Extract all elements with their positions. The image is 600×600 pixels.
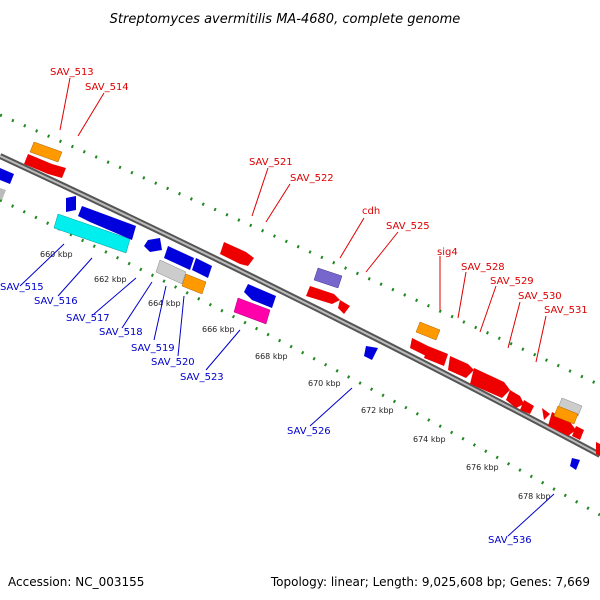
gene-feature[interactable]: [306, 286, 340, 304]
gene-feature[interactable]: [313, 267, 343, 289]
leader-lines: [19, 77, 555, 537]
reverse-gene-labels: SAV_515 SAV_516 SAV_517 SAV_518 SAV_519 …: [0, 282, 532, 546]
kbp-label: 660 kbp: [40, 250, 73, 259]
genome-summary-text: Topology: linear; Length: 9,025,608 bp; …: [270, 575, 590, 589]
gene-feature[interactable]: [155, 259, 187, 285]
gene-feature[interactable]: [144, 238, 162, 252]
gene-label[interactable]: SAV_514: [85, 82, 129, 93]
gene-label[interactable]: SAV_536: [488, 535, 532, 546]
genome-backbone: [0, 153, 600, 458]
gene-feature[interactable]: [548, 412, 576, 436]
gene-feature[interactable]: [364, 346, 378, 360]
gene-feature[interactable]: [181, 273, 207, 295]
gene-label[interactable]: SAV_520: [151, 357, 195, 368]
gene-label[interactable]: SAV_523: [180, 372, 224, 383]
gene-label[interactable]: SAV_525: [386, 221, 430, 232]
kbp-label: 678 kbp: [518, 492, 551, 501]
gene-label[interactable]: SAV_531: [544, 305, 588, 316]
gene-feature[interactable]: [557, 397, 583, 417]
gene-label[interactable]: SAV_529: [490, 276, 534, 287]
gene-label[interactable]: sig4: [437, 247, 458, 258]
forward-gene-labels: SAV_513 SAV_514 SAV_521 SAV_522 cdh SAV_…: [50, 67, 588, 316]
gene-feature[interactable]: [220, 242, 254, 266]
kbp-labels: 660 kbp 662 kbp 664 kbp 666 kbp 668 kbp …: [40, 250, 551, 501]
kbp-label: 666 kbp: [202, 325, 235, 334]
gene-feature[interactable]: [570, 458, 580, 470]
kbp-label: 676 kbp: [466, 463, 499, 472]
genome-backbone-highlight: [0, 155, 600, 456]
gene-feature[interactable]: [424, 346, 448, 366]
gene-features: [0, 141, 600, 470]
gene-label[interactable]: SAV_528: [461, 262, 505, 273]
kbp-label: 668 kbp: [255, 352, 288, 361]
gene-feature[interactable]: [553, 405, 579, 425]
gene-label[interactable]: SAV_522: [290, 173, 334, 184]
gene-label[interactable]: SAV_515: [0, 282, 44, 293]
gene-feature[interactable]: [520, 400, 534, 414]
gene-label[interactable]: SAV_530: [518, 291, 562, 302]
gene-feature[interactable]: [410, 338, 428, 356]
gene-label[interactable]: SAV_513: [50, 67, 94, 78]
kbp-label: 672 kbp: [361, 406, 394, 415]
gene-feature[interactable]: [24, 154, 66, 178]
gene-label[interactable]: SAV_517: [66, 313, 110, 324]
gene-feature[interactable]: [244, 284, 276, 308]
kbp-label: 664 kbp: [148, 299, 181, 308]
gene-feature[interactable]: [470, 368, 510, 398]
gene-feature[interactable]: [192, 258, 212, 278]
gene-feature[interactable]: [164, 246, 194, 270]
gene-feature[interactable]: [596, 442, 600, 456]
gene-feature[interactable]: [572, 426, 584, 440]
map-title: Streptomyces avermitilis MA-4680, comple…: [110, 12, 461, 27]
gene-feature[interactable]: [448, 356, 474, 378]
upper-tick-track: [0, 113, 600, 387]
kbp-label: 662 kbp: [94, 275, 127, 284]
gene-label[interactable]: SAV_521: [249, 157, 293, 168]
gene-feature[interactable]: [66, 196, 76, 212]
gene-feature[interactable]: [53, 213, 131, 254]
gene-feature[interactable]: [0, 168, 14, 184]
kbp-label: 674 kbp: [413, 435, 446, 444]
gene-feature[interactable]: [233, 297, 271, 325]
gene-feature[interactable]: [0, 188, 6, 200]
accession-text: Accession: NC_003155: [8, 575, 144, 589]
gene-feature[interactable]: [29, 141, 63, 163]
gene-feature[interactable]: [542, 408, 550, 420]
gene-feature[interactable]: [78, 206, 136, 240]
kbp-label: 670 kbp: [308, 379, 341, 388]
gene-label[interactable]: SAV_518: [99, 327, 143, 338]
gene-label[interactable]: SAV_526: [287, 426, 331, 437]
gene-feature[interactable]: [338, 300, 350, 314]
lower-tick-track: [0, 198, 600, 517]
gene-feature[interactable]: [506, 390, 524, 408]
gene-label[interactable]: SAV_519: [131, 343, 175, 354]
gene-label[interactable]: SAV_516: [34, 296, 78, 307]
gene-label[interactable]: cdh: [362, 206, 380, 217]
gene-feature[interactable]: [415, 321, 441, 341]
